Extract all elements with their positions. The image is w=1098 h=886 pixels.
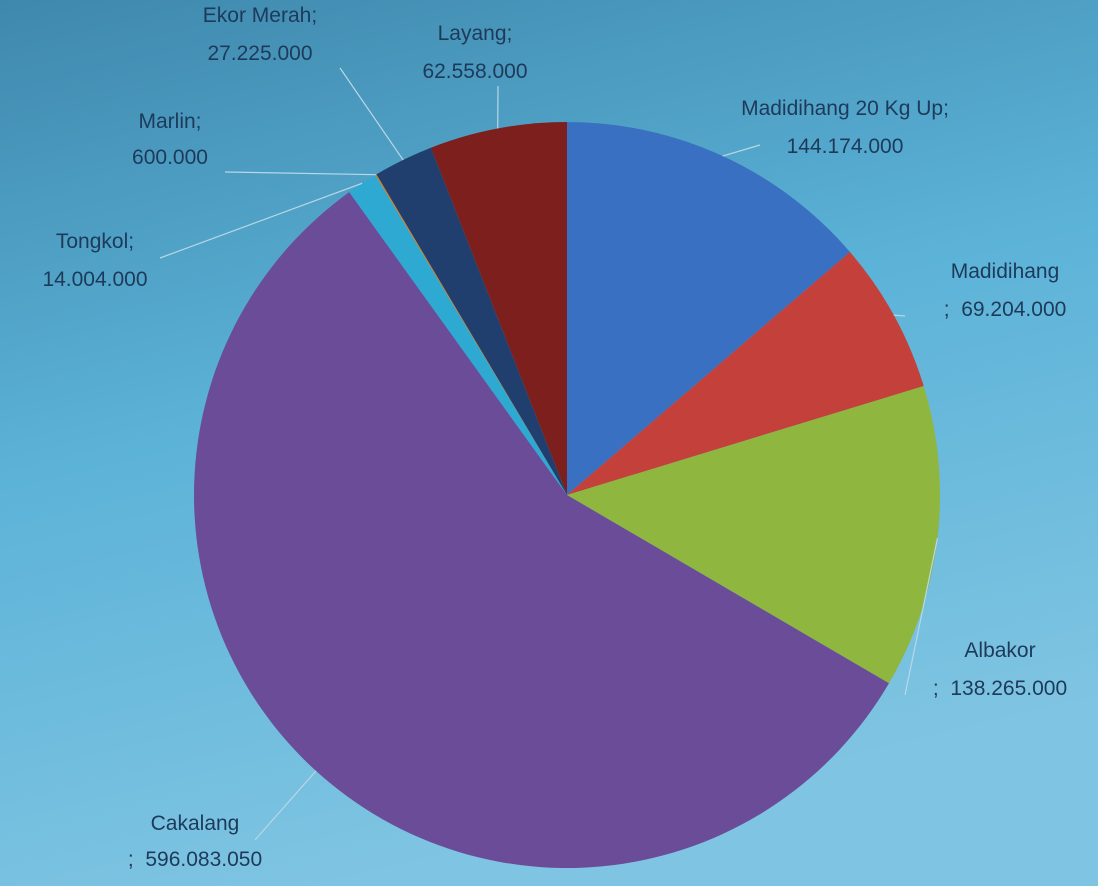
category-name: Marlin bbox=[138, 110, 195, 133]
data-label: ; 596.083.050 bbox=[128, 848, 262, 871]
separator: ; bbox=[128, 848, 134, 871]
data-label: Layang; bbox=[438, 22, 513, 45]
data-label: 62.558.000 bbox=[422, 60, 527, 83]
category-name: Cakalang bbox=[151, 812, 240, 835]
value-label: 14.004.000 bbox=[42, 268, 147, 291]
value-label: 69.204.000 bbox=[961, 298, 1066, 321]
data-label: Albakor bbox=[964, 639, 1035, 662]
separator: ; bbox=[311, 4, 317, 27]
category-name: Tongkol bbox=[56, 230, 128, 253]
category-name: Madidihang 20 Kg Up bbox=[741, 97, 943, 120]
value-label: 144.174.000 bbox=[787, 135, 904, 158]
category-name: Madidihang bbox=[951, 260, 1060, 283]
data-label: 27.225.000 bbox=[207, 42, 312, 65]
data-label: Madidihang bbox=[951, 260, 1060, 283]
separator: ; bbox=[943, 97, 949, 120]
separator: ; bbox=[933, 677, 939, 700]
separator: ; bbox=[196, 110, 202, 133]
value-label: 600.000 bbox=[132, 146, 208, 169]
data-label: Cakalang bbox=[151, 812, 240, 835]
value-label: 596.083.050 bbox=[145, 848, 262, 871]
data-label: Tongkol; bbox=[56, 230, 134, 253]
chart: Madidihang 20 Kg Up; 144.174.000 Madidihan… bbox=[0, 0, 1098, 886]
leader-line bbox=[894, 315, 905, 316]
data-label: 600.000 bbox=[132, 146, 208, 169]
category-name: Ekor Merah bbox=[203, 4, 312, 27]
data-label: Marlin; bbox=[138, 110, 201, 133]
data-label: Ekor Merah; bbox=[203, 4, 317, 27]
data-label: 144.174.000 bbox=[787, 135, 904, 158]
category-name: Albakor bbox=[964, 639, 1035, 662]
separator: ; bbox=[507, 22, 513, 45]
value-label: 27.225.000 bbox=[207, 42, 312, 65]
value-label: 62.558.000 bbox=[422, 60, 527, 83]
data-label: Madidihang 20 Kg Up; bbox=[741, 97, 949, 120]
category-name: Layang bbox=[438, 22, 507, 45]
value-label: 138.265.000 bbox=[950, 677, 1067, 700]
data-label: ; 69.204.000 bbox=[944, 298, 1067, 321]
separator: ; bbox=[944, 298, 950, 321]
data-label: ; 138.265.000 bbox=[933, 677, 1067, 700]
data-label: 14.004.000 bbox=[42, 268, 147, 291]
separator: ; bbox=[128, 230, 134, 253]
pie bbox=[194, 122, 940, 868]
